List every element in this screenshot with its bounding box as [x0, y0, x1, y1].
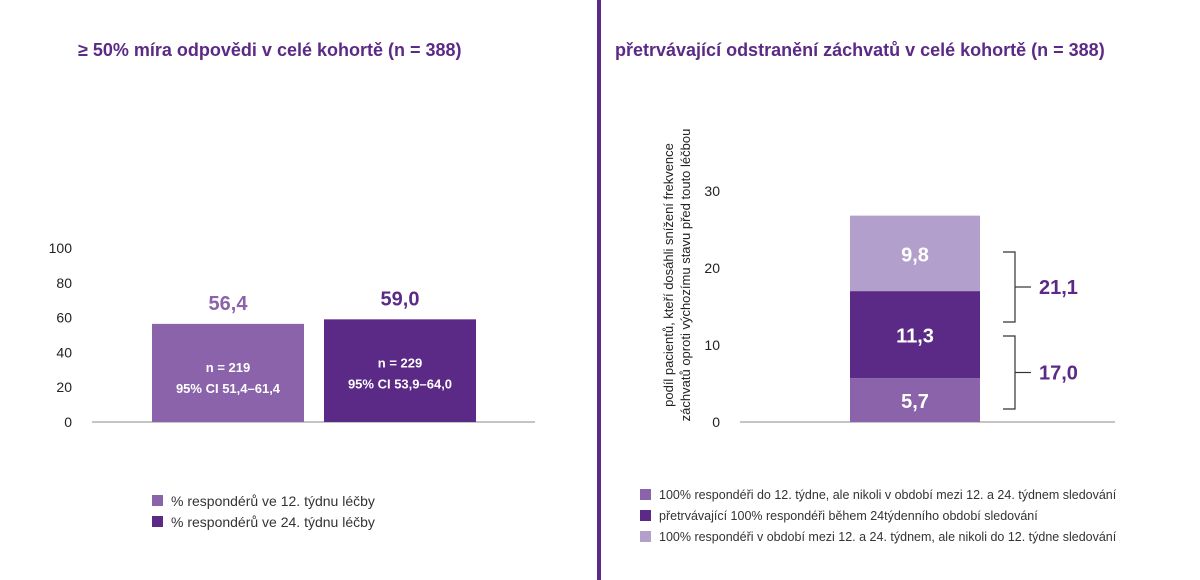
- right-legend: 100% respondéři do 12. týdne, ale nikoli…: [640, 484, 1116, 547]
- left-bar-2: [324, 319, 476, 422]
- right-ytick-label: 30: [704, 183, 720, 199]
- right-ytick-label: 10: [704, 337, 720, 353]
- legend-swatch-responders-12-only: [640, 489, 651, 500]
- right-segment-value-label-1: 5,7: [901, 391, 929, 413]
- legend-item-week12: % respondérů ve 12. týdnu léčby: [152, 490, 375, 511]
- right-stack-segment-2: [850, 291, 980, 379]
- left-bar-1: [152, 323, 304, 422]
- legend-swatch-responders-12-24-only: [640, 531, 651, 542]
- right-ylabel-line1: podíl pacientů, kteří dosáhli snížení fr…: [661, 143, 676, 407]
- left-bar-value-label-1: 56,4: [209, 293, 249, 315]
- left-bar-n-label-2: n = 229: [378, 355, 422, 370]
- right-stack-segment-3: [850, 215, 980, 292]
- left-ytick-label: 40: [56, 344, 72, 360]
- right-segment-value-label-3: 9,8: [901, 244, 929, 266]
- legend-item-persistent-responders: přetrvávající 100% respondéři během 24tý…: [640, 505, 1116, 526]
- legend-label-week12: % respondérů ve 12. týdnu léčby: [171, 492, 375, 509]
- right-segment-value-label-2: 11,3: [896, 326, 934, 348]
- legend-label-responders-12-only: 100% respondéři do 12. týdne, ale nikoli…: [659, 487, 1117, 502]
- left-bar-ci-label-1: 95% CI 51,4–61,4: [176, 381, 281, 396]
- left-chart-title: ≥ 50% míra odpovědi v celé kohortě (n = …: [78, 40, 462, 60]
- legend-label-persistent-responders: přetrvávající 100% respondéři během 24tý…: [659, 508, 1038, 523]
- legend-swatch-persistent-responders: [640, 510, 651, 521]
- left-bar-value-label-2: 59,0: [381, 288, 420, 310]
- left-bar-n-label-1: n = 219: [206, 360, 250, 375]
- left-ytick-label: 100: [49, 240, 73, 256]
- bracket-label-2: 21,1: [1039, 277, 1078, 299]
- panel-divider: [597, 0, 601, 580]
- bracket-1: [1003, 335, 1016, 410]
- legend-label-week24: % respondérů ve 24. týdnu léčby: [171, 513, 375, 530]
- left-ytick-label: 80: [56, 275, 72, 291]
- left-legend: % respondérů ve 12. týdnu léčby % respon…: [152, 490, 375, 532]
- left-bar-ci-label-2: 95% CI 53,9–64,0: [348, 376, 452, 391]
- legend-swatch-week12: [152, 495, 163, 506]
- legend-item-responders-12-24-only: 100% respondéři v období mezi 12. a 24. …: [640, 526, 1116, 547]
- left-ytick-label: 0: [64, 414, 72, 430]
- legend-item-responders-12-only: 100% respondéři do 12. týdne, ale nikoli…: [640, 484, 1116, 505]
- legend-item-week24: % respondérů ve 24. týdnu léčby: [152, 511, 375, 532]
- bracket-2: [1003, 251, 1016, 323]
- right-ytick-label: 0: [712, 414, 720, 430]
- right-ylabel-line2: záchvatů oproti výchozímu stavu před tou…: [678, 129, 693, 422]
- right-chart-title: přetrvávající odstranění záchvatů v celé…: [615, 40, 1105, 60]
- left-ytick-label: 60: [56, 310, 72, 326]
- bracket-label-1: 17,0: [1039, 363, 1078, 385]
- right-ytick-label: 20: [704, 260, 720, 276]
- legend-swatch-week24: [152, 516, 163, 527]
- legend-label-responders-12-24-only: 100% respondéři v období mezi 12. a 24. …: [659, 529, 1117, 544]
- left-ytick-label: 20: [56, 379, 72, 395]
- right-stack-segment-1: [850, 378, 980, 422]
